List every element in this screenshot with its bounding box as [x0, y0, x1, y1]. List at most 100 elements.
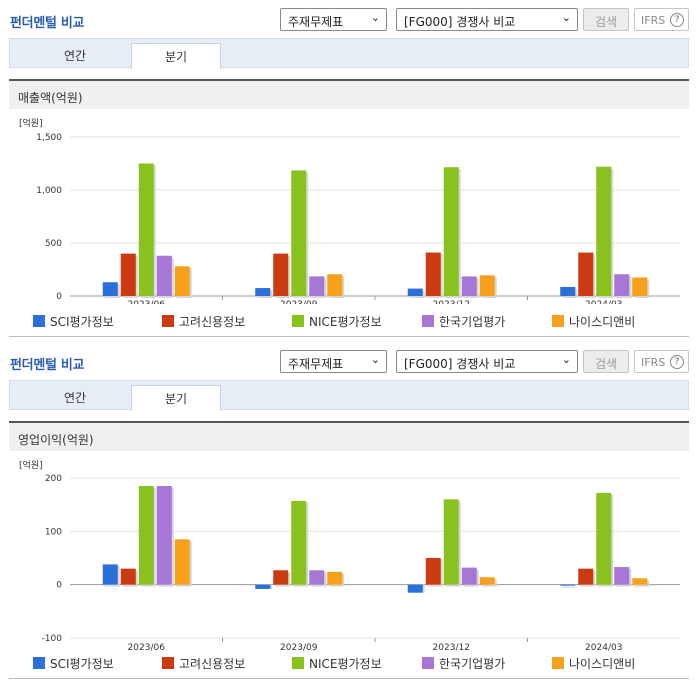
bar-series-3 — [614, 567, 630, 585]
bar-series-1 — [120, 253, 136, 296]
operating-profit-legend: SCI평가정보 고려신용정보 NICE평가정보 한국기업평가 나이스디앤비 — [0, 655, 696, 673]
ifrs-help-button[interactable]: IFRS ? — [634, 8, 689, 31]
help-icon: ? — [670, 355, 684, 369]
divider — [9, 678, 689, 679]
legend-swatch — [33, 315, 45, 327]
legend-label: 한국기업평가 — [439, 657, 506, 671]
bar-series-3 — [614, 274, 630, 296]
bar-series-2 — [291, 500, 307, 585]
bar-series-2 — [596, 166, 612, 296]
panel-title: 펀더멘털 비교 — [10, 16, 85, 31]
peer-group-value: [FG000] 경쟁사 비교 — [404, 357, 516, 371]
y-tick-label: 0 — [56, 292, 62, 302]
metric-label-bar: 영업이익(억원) — [9, 421, 689, 451]
bar-series-0 — [102, 564, 118, 585]
bar-series-2 — [443, 167, 459, 296]
legend-label: NICE평가정보 — [309, 315, 382, 329]
statement-type-value: 주재무제표 — [288, 357, 344, 371]
tab-annual[interactable]: 연간 — [63, 391, 87, 405]
bar-series-4 — [327, 274, 343, 296]
search-button[interactable]: 검색 — [583, 8, 629, 31]
bar-series-3 — [309, 276, 325, 296]
help-icon: ? — [670, 13, 684, 27]
bar-series-1 — [425, 558, 441, 585]
bar-series-0 — [102, 282, 118, 296]
chevron-down-icon: ⌄ — [370, 11, 380, 24]
x-tick-label: 2023/12 — [433, 643, 470, 653]
x-tick-label: 2023/06 — [128, 300, 166, 304]
tab-annual[interactable]: 연간 — [63, 49, 87, 63]
unit-label: [억원] — [19, 459, 43, 471]
panel-header: 펀더멘털 비교 주재무제표 ⌄ [FG000] 경쟁사 비교 ⌄ 검색 IFRS… — [0, 342, 696, 378]
bar-series-4 — [479, 577, 495, 585]
bar-series-2 — [138, 486, 154, 585]
legend-swatch — [292, 315, 304, 327]
x-tick-label: 2023/09 — [280, 643, 318, 653]
bar-shadow — [562, 586, 578, 588]
fundamental-panel-revenue: 펀더멘털 비교 주재무제표 ⌄ [FG000] 경쟁사 비교 ⌄ 검색 IFRS… — [0, 0, 696, 337]
bar-series-0 — [560, 584, 576, 586]
legend-swatch — [552, 315, 564, 327]
tab-quarterly[interactable]: 분기 — [131, 43, 221, 69]
metric-label-bar: 매출액(억원) — [9, 79, 689, 109]
legend-swatch — [162, 657, 174, 669]
bar-series-0 — [407, 584, 423, 593]
bar-series-3 — [156, 486, 172, 585]
y-tick-label: 500 — [45, 239, 62, 249]
legend-swatch — [422, 657, 434, 669]
bar-series-0 — [560, 286, 576, 296]
tab-quarterly[interactable]: 분기 — [131, 385, 221, 411]
chevron-down-icon: ⌄ — [561, 11, 571, 24]
x-tick-label: 2023/09 — [280, 300, 318, 304]
chevron-down-icon: ⌄ — [561, 353, 571, 366]
peer-group-select[interactable]: [FG000] 경쟁사 비교 ⌄ — [396, 8, 578, 31]
bar-series-4 — [174, 266, 190, 296]
x-tick-label: 2023/06 — [128, 643, 166, 653]
search-button[interactable]: 검색 — [583, 350, 629, 373]
y-tick-label: 1,000 — [36, 186, 62, 196]
legend-swatch — [162, 315, 174, 327]
y-tick-label: 100 — [45, 527, 62, 537]
legend-swatch — [292, 657, 304, 669]
period-tabs: 연간 분기 — [9, 380, 689, 411]
bar-series-0 — [407, 288, 423, 296]
legend-label: 나이스디앤비 — [569, 657, 636, 671]
bar-series-1 — [425, 252, 441, 296]
y-tick-label: 0 — [56, 581, 62, 591]
bar-series-2 — [596, 492, 612, 585]
operating-profit-chart: [억원] -100 0 100 200 2023/06 2023/09 2023/12 2024… — [19, 459, 680, 653]
bar-series-2 — [291, 170, 307, 296]
bar-series-2 — [443, 499, 459, 585]
divider — [9, 336, 689, 337]
period-tabs: 연간 분기 — [9, 38, 689, 69]
ifrs-label: IFRS — [641, 14, 666, 27]
bar-series-3 — [461, 276, 477, 296]
panel-header: 펀더멘털 비교 주재무제표 ⌄ [FG000] 경쟁사 비교 ⌄ 검색 IFRS… — [0, 0, 696, 36]
statement-type-value: 주재무제표 — [288, 15, 344, 29]
y-tick-label: -100 — [42, 634, 63, 644]
legend-label: 한국기업평가 — [439, 315, 506, 329]
peer-group-select[interactable]: [FG000] 경쟁사 비교 ⌄ — [396, 350, 578, 373]
legend-label: SCI평가정보 — [50, 657, 114, 671]
legend-label: NICE평가정보 — [309, 657, 382, 671]
bar-series-3 — [156, 255, 172, 296]
peer-group-value: [FG000] 경쟁사 비교 — [404, 15, 516, 29]
bar-series-1 — [120, 568, 136, 585]
legend-label: 고려신용정보 — [179, 657, 246, 671]
x-tick-label: 2024/03 — [585, 643, 622, 653]
bar-series-2 — [138, 163, 154, 296]
bar-series-0 — [255, 584, 271, 589]
bar-series-4 — [479, 275, 495, 296]
legend-label: 고려신용정보 — [179, 315, 246, 329]
fundamental-panel-operating-profit: 펀더멘털 비교 주재무제표 ⌄ [FG000] 경쟁사 비교 ⌄ 검색 IFRS… — [0, 342, 696, 684]
y-tick-label: 200 — [45, 474, 62, 484]
statement-type-select[interactable]: 주재무제표 ⌄ — [280, 350, 387, 373]
legend-label: SCI평가정보 — [50, 315, 114, 329]
bar-series-1 — [273, 570, 289, 585]
legend-label: 나이스디앤비 — [569, 315, 636, 329]
bar-series-1 — [578, 252, 594, 296]
legend-swatch — [552, 657, 564, 669]
bar-series-4 — [174, 539, 190, 585]
ifrs-help-button[interactable]: IFRS ? — [634, 350, 689, 373]
statement-type-select[interactable]: 주재무제표 ⌄ — [280, 8, 387, 31]
